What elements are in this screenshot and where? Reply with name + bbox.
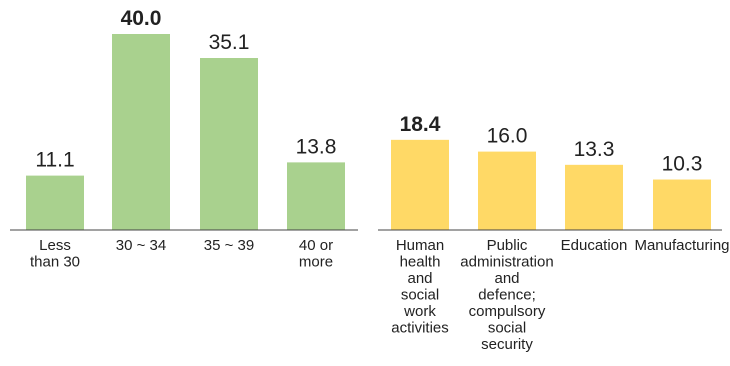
value-label-2-2: 16.0 [487, 125, 528, 148]
category-label-1-1: Less than 30 [30, 237, 80, 271]
bar-1-3 [200, 58, 258, 231]
category-label-2-2: Public administration and defence; compulsor… [460, 237, 553, 353]
bar-2-4 [653, 179, 711, 230]
value-label-1-1: 11.1 [35, 149, 74, 172]
value-label-2-1: 18.4 [400, 113, 441, 136]
category-label-1-3: 35 ~ 39 [204, 237, 254, 254]
value-label-2-4: 10.3 [662, 153, 703, 176]
value-label-1-2: 40.0 [121, 7, 162, 30]
value-label-1-4: 13.8 [296, 135, 337, 158]
bar-2-1 [391, 139, 449, 230]
category-label-2-4: Manufacturing [634, 237, 729, 254]
value-label-2-3: 13.3 [574, 138, 615, 161]
bar-1-4 [287, 162, 345, 230]
category-label-2-3: Education [561, 237, 628, 254]
value-label-1-3: 35.1 [209, 31, 250, 54]
bar-2-3 [565, 164, 623, 230]
bar-1-2 [112, 34, 170, 230]
category-label-2-1: Human health and social work activities [391, 237, 449, 337]
bar-1-1 [26, 175, 84, 230]
category-label-1-4: 40 or more [299, 237, 333, 271]
category-label-1-2: 30 ~ 34 [116, 237, 166, 254]
bar-2-2 [478, 151, 536, 230]
